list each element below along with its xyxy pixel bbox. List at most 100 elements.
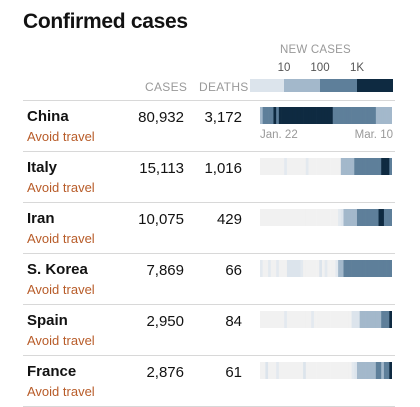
day-cell: [270, 107, 274, 124]
day-cell: [340, 158, 344, 175]
travel-advice-link[interactable]: Avoid travel: [27, 282, 95, 297]
day-cell: [265, 311, 269, 328]
day-cell: [389, 209, 392, 226]
new-cases-strip: [260, 158, 392, 175]
day-cell: [386, 260, 390, 277]
day-cell: [365, 158, 369, 175]
day-cell: [370, 107, 374, 124]
day-cell: [381, 158, 385, 175]
day-cell: [313, 107, 317, 124]
day-cell: [286, 107, 290, 124]
day-cell: [383, 311, 387, 328]
day-cell: [311, 209, 315, 226]
day-cell: [281, 209, 285, 226]
day-cell: [383, 260, 387, 277]
travel-advice-link[interactable]: Avoid travel: [27, 384, 95, 399]
day-cell: [324, 311, 328, 328]
day-cell: [319, 311, 323, 328]
day-cell: [262, 311, 266, 328]
day-cell: [343, 209, 347, 226]
day-cell: [303, 209, 307, 226]
day-cell: [284, 362, 288, 379]
day-cell: [324, 158, 328, 175]
day-cell: [375, 260, 379, 277]
deaths-value: 66: [225, 262, 242, 279]
day-cell: [351, 158, 355, 175]
day-cell: [346, 311, 350, 328]
day-cell: [265, 107, 269, 124]
day-cell: [319, 260, 323, 277]
day-cell: [373, 158, 377, 175]
new-cases-strip: [260, 209, 392, 226]
day-cell: [284, 209, 288, 226]
day-cell: [297, 107, 301, 124]
day-cell: [343, 158, 347, 175]
day-cell: [292, 107, 296, 124]
day-cell: [276, 107, 280, 124]
day-cell: [343, 362, 347, 379]
day-cell: [308, 158, 312, 175]
day-cell: [330, 311, 334, 328]
day-cell: [305, 362, 309, 379]
day-cell: [373, 362, 377, 379]
day-cell: [262, 260, 266, 277]
day-cell: [378, 260, 382, 277]
travel-advice-link[interactable]: Avoid travel: [27, 180, 95, 195]
day-cell: [292, 260, 296, 277]
day-cell: [354, 107, 358, 124]
day-cell: [389, 311, 392, 328]
country-name: Italy: [27, 159, 58, 176]
day-cell: [335, 311, 339, 328]
day-cell: [268, 362, 272, 379]
day-cell: [330, 209, 334, 226]
day-cell: [383, 158, 387, 175]
day-cell: [335, 158, 339, 175]
day-cell: [381, 362, 385, 379]
country-name: Spain: [27, 312, 68, 329]
day-cell: [305, 209, 309, 226]
day-cell: [340, 311, 344, 328]
travel-advice-link[interactable]: Avoid travel: [27, 231, 95, 246]
day-cell: [362, 107, 366, 124]
day-cell: [373, 260, 377, 277]
day-cell: [348, 311, 352, 328]
day-cell: [375, 158, 379, 175]
day-cell: [286, 362, 290, 379]
day-cell: [262, 158, 266, 175]
day-cell: [354, 362, 358, 379]
travel-advice-link[interactable]: Avoid travel: [27, 333, 95, 348]
day-cell: [386, 209, 390, 226]
day-cell: [305, 158, 309, 175]
day-cell: [340, 260, 344, 277]
day-cell: [273, 209, 277, 226]
day-cell: [381, 311, 385, 328]
day-cell: [367, 311, 371, 328]
date-end-label: Mar. 10: [354, 129, 393, 141]
day-cell: [332, 158, 336, 175]
day-cell: [327, 209, 331, 226]
day-cell: [356, 209, 361, 226]
day-cell: [348, 158, 352, 175]
day-cell: [316, 209, 320, 226]
day-cell: [351, 107, 355, 124]
day-cell: [284, 260, 288, 277]
day-cell: [348, 362, 352, 379]
cases-column-header: CASES: [145, 80, 188, 94]
day-cell: [354, 260, 358, 277]
day-cell: [389, 260, 392, 277]
day-cell: [370, 260, 374, 277]
day-cell: [265, 362, 269, 379]
day-cell: [276, 158, 280, 175]
country-name: China: [27, 108, 69, 125]
deaths-column-header: DEATHS: [199, 80, 249, 94]
travel-advice-link[interactable]: Avoid travel: [27, 129, 95, 144]
day-cell: [359, 260, 363, 277]
day-cell: [286, 209, 290, 226]
day-cell: [340, 209, 344, 226]
day-cell: [367, 158, 371, 175]
day-cell: [386, 158, 390, 175]
day-cell: [260, 107, 264, 124]
day-cell: [281, 260, 285, 277]
day-cell: [308, 260, 312, 277]
day-cell: [375, 209, 379, 226]
